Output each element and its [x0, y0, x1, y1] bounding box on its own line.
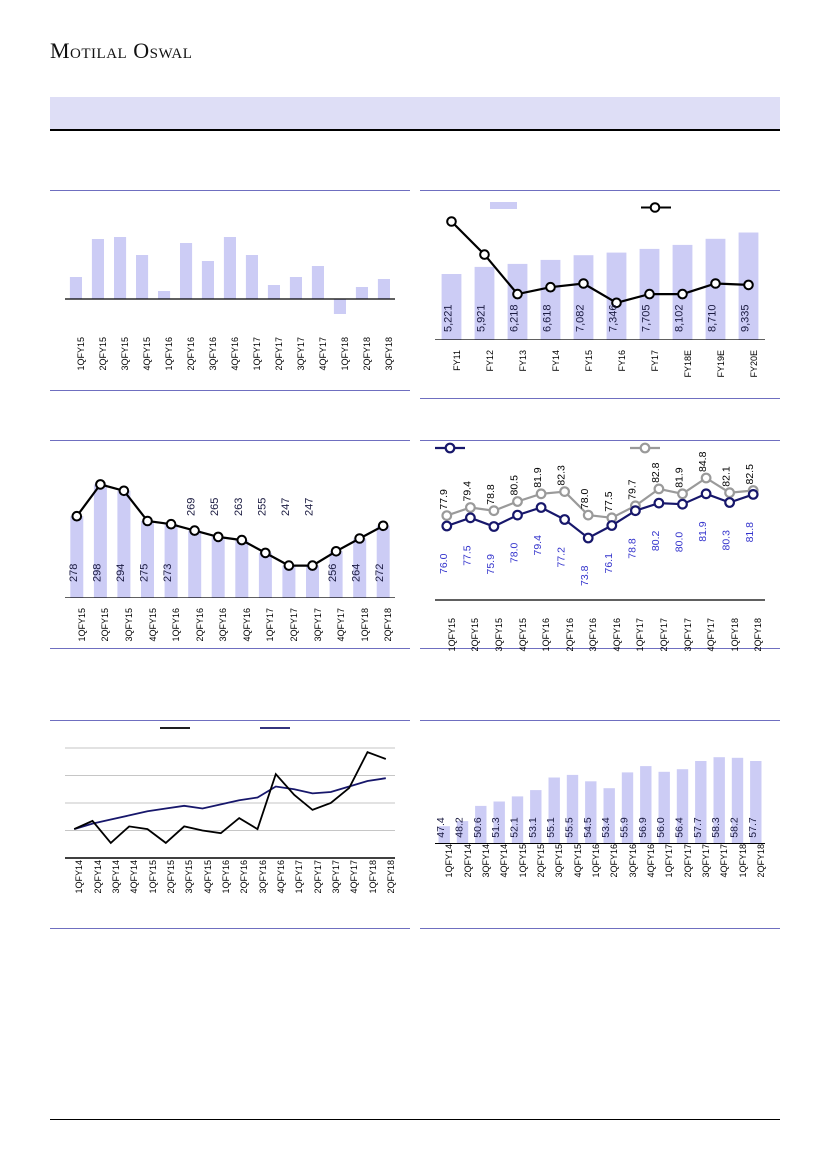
- svg-text:81.9: 81.9: [532, 467, 544, 488]
- svg-text:272: 272: [374, 564, 386, 582]
- svg-text:78.0: 78.0: [579, 489, 591, 510]
- svg-text:6,218: 6,218: [509, 304, 521, 332]
- svg-text:56.0: 56.0: [655, 817, 667, 838]
- svg-text:54.5: 54.5: [582, 817, 594, 838]
- svg-text:57.7: 57.7: [747, 817, 759, 838]
- svg-text:56.9: 56.9: [637, 817, 649, 838]
- svg-text:78.0: 78.0: [509, 543, 521, 564]
- svg-text:77.2: 77.2: [556, 547, 568, 568]
- svg-text:51.3: 51.3: [490, 817, 502, 838]
- svg-text:77.5: 77.5: [461, 545, 473, 566]
- svg-text:79.4: 79.4: [532, 535, 544, 556]
- svg-text:58.2: 58.2: [729, 817, 741, 838]
- svg-text:55.5: 55.5: [564, 817, 576, 838]
- svg-text:7,346: 7,346: [608, 304, 620, 332]
- svg-text:298: 298: [91, 564, 103, 582]
- svg-text:82.1: 82.1: [721, 466, 733, 487]
- svg-text:80.3: 80.3: [721, 530, 733, 551]
- svg-text:247: 247: [280, 498, 292, 516]
- svg-text:81.9: 81.9: [674, 467, 686, 488]
- svg-text:58.3: 58.3: [710, 817, 722, 838]
- svg-text:264: 264: [351, 564, 363, 582]
- svg-text:75.9: 75.9: [485, 554, 497, 575]
- svg-text:256: 256: [327, 564, 339, 582]
- svg-text:269: 269: [186, 498, 198, 516]
- svg-text:9,335: 9,335: [740, 304, 752, 332]
- svg-text:78.8: 78.8: [626, 538, 638, 559]
- svg-text:255: 255: [256, 498, 268, 516]
- svg-text:57.7: 57.7: [692, 817, 704, 838]
- svg-text:8,102: 8,102: [674, 304, 686, 332]
- svg-text:73.8: 73.8: [579, 565, 591, 586]
- svg-text:80.5: 80.5: [509, 475, 521, 496]
- svg-text:47.4: 47.4: [435, 817, 447, 838]
- svg-text:294: 294: [115, 564, 127, 582]
- svg-text:265: 265: [209, 498, 221, 516]
- svg-text:78.8: 78.8: [485, 484, 497, 505]
- svg-text:50.6: 50.6: [472, 817, 484, 838]
- svg-text:76.0: 76.0: [438, 553, 450, 574]
- svg-text:5,221: 5,221: [443, 304, 455, 332]
- svg-text:81.9: 81.9: [697, 521, 709, 542]
- svg-text:81.8: 81.8: [744, 522, 756, 543]
- svg-text:273: 273: [162, 564, 174, 582]
- svg-text:77.5: 77.5: [603, 491, 615, 512]
- svg-text:275: 275: [139, 564, 151, 582]
- svg-text:7,082: 7,082: [575, 304, 587, 332]
- svg-text:53.4: 53.4: [600, 817, 612, 838]
- svg-text:6,618: 6,618: [542, 304, 554, 332]
- svg-text:84.8: 84.8: [697, 451, 709, 472]
- svg-text:5,921: 5,921: [476, 304, 488, 332]
- svg-text:56.4: 56.4: [674, 817, 686, 838]
- svg-text:53.1: 53.1: [527, 817, 539, 838]
- svg-text:8,710: 8,710: [707, 304, 719, 332]
- svg-text:80.2: 80.2: [650, 531, 662, 552]
- svg-text:55.9: 55.9: [619, 817, 631, 838]
- svg-text:76.1: 76.1: [603, 553, 615, 574]
- svg-text:48.2: 48.2: [454, 817, 466, 838]
- svg-text:82.3: 82.3: [556, 465, 568, 486]
- svg-text:7,705: 7,705: [641, 304, 653, 332]
- svg-text:278: 278: [68, 564, 80, 582]
- svg-text:82.8: 82.8: [650, 462, 662, 483]
- svg-text:79.7: 79.7: [626, 479, 638, 500]
- svg-text:82.5: 82.5: [744, 464, 756, 485]
- svg-text:55.1: 55.1: [545, 817, 557, 838]
- svg-text:79.4: 79.4: [461, 481, 473, 502]
- svg-text:80.0: 80.0: [674, 532, 686, 553]
- svg-text:247: 247: [304, 498, 316, 516]
- svg-text:77.9: 77.9: [438, 489, 450, 510]
- svg-text:52.1: 52.1: [509, 817, 521, 838]
- svg-text:263: 263: [233, 498, 245, 516]
